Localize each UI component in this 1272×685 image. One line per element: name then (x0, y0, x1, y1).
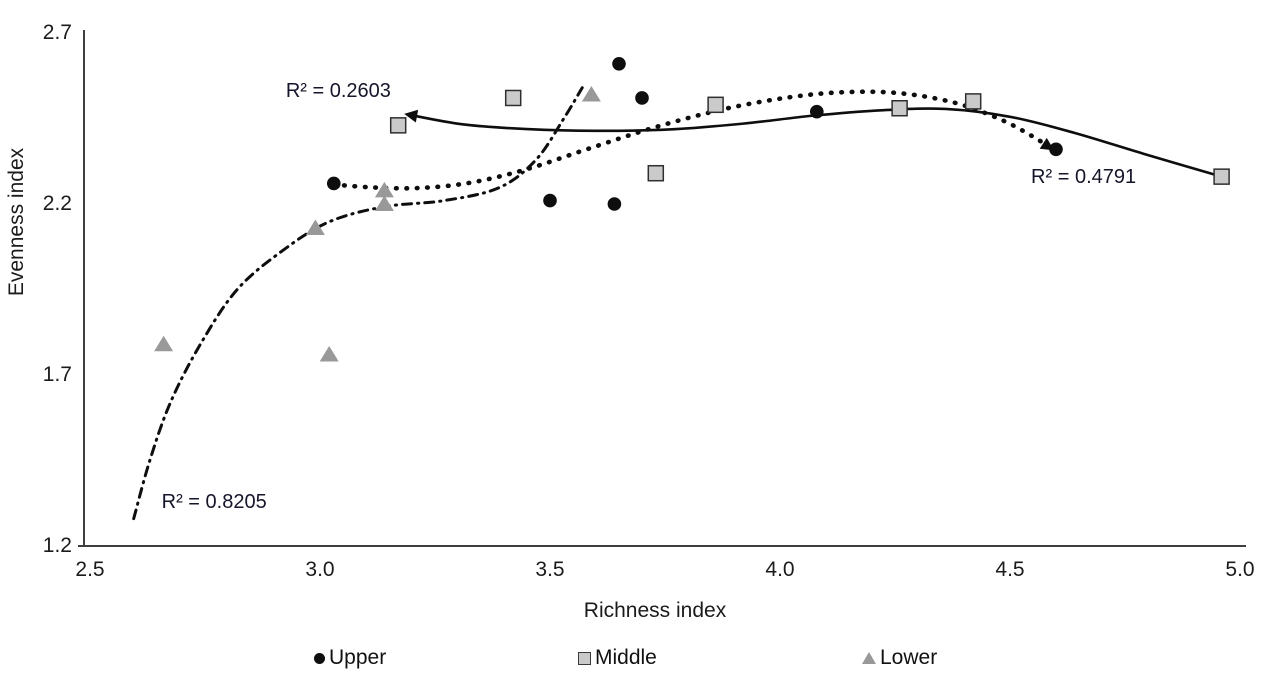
data-point-triangle (374, 181, 394, 198)
data-point-circle (810, 104, 824, 119)
data-point-square (964, 93, 982, 110)
data-point-square (1213, 168, 1230, 185)
x-tick-label: 4.5 (995, 558, 1025, 581)
r2-annotation-lower: R² = 0.8205 (161, 490, 267, 513)
x-tick-label: 2.5 (75, 558, 105, 581)
data-point-triangle (374, 195, 394, 211)
legend-square-icon (578, 651, 591, 665)
legend-triangle-icon (862, 652, 876, 664)
data-point-square (389, 117, 407, 134)
series-lower (154, 86, 601, 362)
data-point-circle (543, 193, 557, 208)
legend-item-middle: Middle (578, 645, 657, 671)
x-axis-title: Richness index (583, 599, 727, 622)
data-point-square (707, 96, 724, 114)
data-point-triangle (319, 345, 339, 362)
series-middle (389, 89, 1230, 185)
series-upper (327, 56, 1063, 211)
legend-circle-icon (314, 652, 325, 664)
y-tick-label: 2.2 (42, 192, 72, 215)
x-tick-label: 3.5 (535, 558, 565, 581)
data-point-circle (327, 176, 341, 191)
y-tick-label: 2.7 (42, 21, 72, 44)
data-point-triangle (154, 335, 174, 352)
legend-label: Lower (880, 646, 938, 669)
r2-annotation-middle: R² = 0.2603 (285, 80, 391, 103)
data-point-circle (1049, 142, 1063, 157)
legend-item-upper: Upper (314, 645, 386, 671)
data-point-circle (612, 56, 626, 71)
y-axis-title: Evenness index (5, 147, 28, 297)
data-point-square (647, 164, 665, 182)
trendline-upper (331, 89, 1055, 191)
legend-label: Upper (329, 646, 387, 669)
x-tick-label: 4.0 (765, 558, 795, 581)
y-tick-label: 1.7 (42, 363, 72, 386)
r2-annotation-upper: R² = 0.4791 (1031, 165, 1137, 188)
x-tick-label: 3.0 (305, 558, 335, 581)
data-point-triangle (581, 86, 601, 102)
data-point-circle (635, 91, 649, 105)
trendline-lower (132, 86, 584, 521)
legend-item-lower: Lower (862, 645, 937, 671)
data-point-square (891, 99, 908, 117)
data-point-square (504, 89, 522, 107)
data-point-circle (607, 197, 622, 211)
data-point-triangle (305, 219, 325, 235)
x-tick-label: 5.0 (1225, 558, 1255, 581)
y-tick-label: 1.2 (42, 534, 72, 557)
legend-label: Middle (595, 646, 657, 669)
